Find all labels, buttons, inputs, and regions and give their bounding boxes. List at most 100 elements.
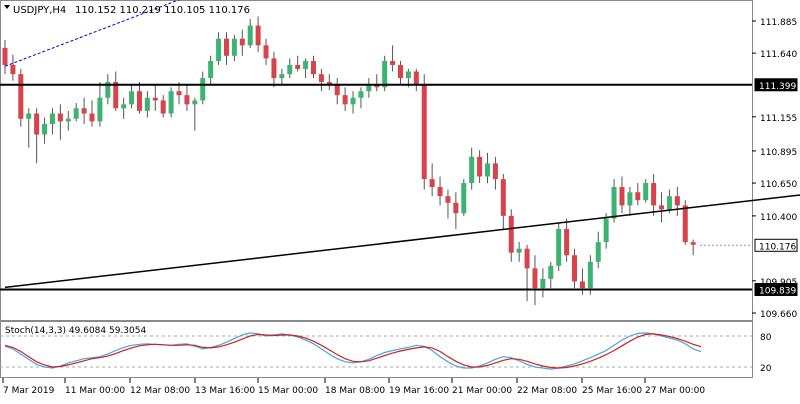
candle [239, 29, 245, 56]
candle-body [152, 97, 158, 101]
ascending-trendline[interactable] [4, 184, 800, 289]
level-price-label: 109.839 [759, 287, 796, 297]
candle [208, 55, 214, 85]
candles-group [2, 16, 696, 306]
dashed-trendline[interactable] [4, 0, 266, 67]
candle [81, 97, 87, 125]
candle [10, 54, 16, 81]
price-axis-group: 111.885 111.640 111.155 110.895 110.650 110.4… [752, 18, 798, 374]
candle [429, 163, 435, 197]
candle-body [572, 255, 578, 282]
candle [287, 58, 293, 79]
candle-body [18, 74, 24, 119]
candle-body [492, 163, 498, 180]
candle-body [34, 113, 40, 135]
candle [445, 189, 451, 219]
candle-body [160, 100, 166, 114]
candle [121, 97, 127, 119]
candle [500, 173, 506, 230]
candle-body [192, 100, 198, 105]
candle [73, 103, 79, 122]
candle-body [682, 205, 688, 243]
candle [469, 147, 475, 190]
candle [279, 68, 285, 85]
price-tick-label: 109.660 [760, 310, 797, 320]
candle-body [500, 179, 506, 216]
candle-body [508, 215, 514, 253]
candle-body [200, 78, 206, 101]
candle [421, 74, 427, 190]
candle-body [350, 97, 356, 105]
price-tick-label: 111.640 [760, 50, 797, 60]
candle-body [603, 218, 609, 243]
stochastic-lines-group [4, 332, 702, 370]
price-tick-label: 110.650 [760, 180, 797, 190]
level-price-label: 111.399 [759, 82, 796, 92]
time-tick-label: 15 Mar 00:00 [258, 386, 318, 396]
candle [477, 150, 483, 184]
candle-body [595, 242, 601, 262]
candle-body [643, 183, 649, 201]
candle [160, 95, 166, 118]
candle [548, 261, 554, 289]
candle-body [129, 91, 135, 105]
level-price-label-box [754, 283, 798, 297]
time-tick-label: 19 Mar 16:00 [389, 386, 449, 396]
candle [255, 16, 261, 52]
candle [382, 55, 388, 92]
candle-body [10, 64, 16, 75]
time-tick-label: 11 Mar 00:00 [65, 386, 125, 396]
candle-body [342, 95, 348, 105]
candle-body [231, 38, 237, 56]
candle-body [382, 61, 388, 88]
candle [398, 61, 403, 85]
candle [271, 51, 277, 88]
candle-body [81, 108, 87, 114]
candle-body [136, 91, 142, 111]
candle [595, 231, 601, 269]
time-tick-label: 13 Mar 16:00 [195, 386, 255, 396]
candle-body [318, 74, 324, 83]
candle-body [421, 84, 427, 180]
candle-body [2, 47, 8, 65]
symbol-label: USDJPY,H4 [13, 5, 66, 16]
candle-body [445, 196, 451, 203]
candle [57, 104, 63, 140]
candle-body [666, 196, 672, 210]
candle [231, 34, 237, 62]
time-tick-label: 21 Mar 00:00 [452, 386, 512, 396]
price-tick-label: 110.895 [760, 148, 797, 158]
candle-body [659, 205, 665, 210]
candle-body [295, 64, 301, 69]
candle-body [548, 265, 554, 279]
candle [508, 209, 514, 262]
candle [674, 187, 680, 216]
candle-body [113, 82, 119, 109]
candle [26, 108, 32, 148]
candle [18, 68, 24, 127]
candle [453, 192, 459, 230]
candle-body [413, 71, 419, 85]
candle [65, 110, 71, 131]
candle-body [437, 187, 443, 197]
candle [152, 84, 158, 111]
time-tick-label: 18 Mar 08:00 [325, 386, 385, 396]
stoch-tick-label: 80 [760, 333, 772, 343]
candle-body [247, 25, 253, 46]
main-plot-frame [0, 0, 753, 321]
candle [492, 156, 498, 190]
candle-body [516, 248, 522, 253]
candle-body [587, 261, 593, 289]
candle-body [635, 192, 641, 201]
dropdown-triangle-icon[interactable] [4, 5, 10, 9]
candle [49, 108, 55, 135]
candle-body [263, 45, 269, 59]
price-tick-label: 111.885 [760, 18, 797, 28]
candle [89, 100, 95, 127]
candle-body [674, 196, 680, 206]
candle [263, 38, 269, 65]
candle-body [326, 82, 332, 85]
candle-body [105, 82, 111, 98]
